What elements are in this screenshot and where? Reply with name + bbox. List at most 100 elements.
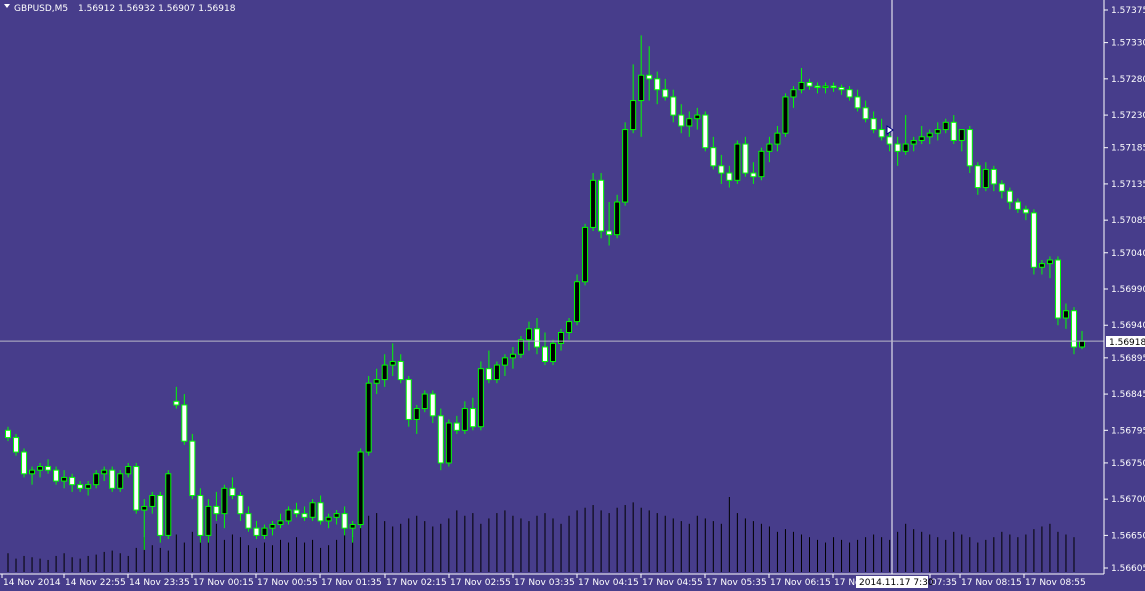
candle-body-bear	[998, 183, 1005, 192]
candle-body-bear	[181, 404, 188, 442]
candle-body-bull	[590, 179, 597, 228]
candle-body-bear	[542, 346, 548, 362]
candle-body-bull	[782, 96, 789, 134]
symbol-dropdown-icon[interactable]	[4, 4, 10, 8]
candle-body-bear	[598, 179, 605, 232]
candle-body-bear	[1006, 190, 1013, 203]
candle-body-bear	[405, 379, 412, 420]
candle-body-bull	[221, 487, 228, 515]
candle-body-bull	[790, 89, 797, 98]
price-tick-label: 1.57040	[1111, 249, 1145, 259]
candle-body-bear	[966, 129, 973, 167]
time-tick-label: 14 Nov 23:35	[129, 578, 190, 588]
price-tick-label: 1.56700	[1111, 495, 1145, 505]
price-tick-label: 1.57230	[1111, 111, 1145, 121]
candle-body-bull	[1038, 263, 1045, 268]
candle-body-bear	[133, 466, 140, 511]
candle-body-bull	[461, 408, 468, 431]
candle-body-bear	[213, 505, 220, 515]
candle-body-bull	[694, 114, 701, 120]
candle-body-bear	[1054, 259, 1061, 319]
candle-body-bull	[205, 505, 212, 536]
candle-body-bull	[445, 422, 452, 464]
candle-body-bull	[934, 129, 941, 134]
candle-body-bear	[990, 168, 997, 185]
candle-body-bull	[926, 132, 933, 138]
candle-body-bear	[1022, 208, 1029, 214]
time-tick-label: 17 Nov 00:55	[257, 578, 318, 588]
candle-body-bear	[173, 400, 180, 406]
time-tick-label: 14 Nov 2014	[3, 578, 61, 588]
candle-body-bear	[606, 230, 613, 236]
candle-body-bull	[477, 368, 484, 428]
candle-body-bull	[357, 451, 364, 526]
candle-body-bear	[854, 96, 861, 109]
candle-body-bear	[750, 172, 757, 178]
price-tick-label: 1.56845	[1111, 390, 1145, 400]
candle-body-bear	[1014, 201, 1021, 210]
candle-body-bear	[245, 513, 252, 529]
candle-body-bull	[61, 476, 68, 482]
time-tick-label: 07:35	[931, 578, 957, 588]
candle-body-bear	[1030, 212, 1037, 268]
candle-body-bull	[798, 81, 805, 91]
candle-body-bear	[710, 147, 717, 167]
time-tick-label: 14 Nov 22:55	[65, 578, 126, 588]
time-tick-label: 17 Nov 02:15	[386, 578, 447, 588]
candle-body-bear	[437, 415, 444, 464]
candle-body-bull	[85, 484, 92, 489]
price-tick-label: 1.57375	[1111, 6, 1145, 16]
candle-body-bull	[117, 473, 124, 489]
candle-body-bull	[902, 143, 909, 152]
candle-body-bull	[582, 226, 589, 283]
candle-body-bull	[37, 466, 44, 471]
candle-body-bear	[718, 165, 725, 174]
ohlc-readout: 1.56912 1.56932 1.56907 1.56918	[78, 4, 236, 14]
crosshair-time-label: 2014.11.17 7:30	[859, 578, 934, 588]
candle-body-bull	[982, 168, 989, 189]
candle-body-bull	[638, 74, 645, 102]
candle-body-bull	[365, 382, 372, 453]
candle-body-bear	[742, 143, 749, 174]
time-tick-label: 17 Nov 03:35	[514, 578, 575, 588]
candle-body-bull	[261, 527, 268, 536]
time-tick-label: 17 Nov 04:15	[578, 578, 639, 588]
candle-body-bull	[574, 281, 581, 323]
candle-body-bear	[894, 143, 901, 152]
candle-body-bear	[950, 121, 957, 141]
time-tick-label: 17 No	[834, 578, 861, 588]
time-tick-label: 17 Nov 02:55	[450, 578, 511, 588]
candle-body-bull	[149, 495, 156, 507]
candle-body-bear	[878, 129, 885, 138]
candle-body-bull	[125, 466, 132, 475]
candle-body-bull	[501, 357, 508, 366]
candle-body-bear	[5, 429, 11, 439]
time-tick-label: 17 Nov 01:35	[321, 578, 382, 588]
candle-body-bull	[101, 469, 108, 475]
candle-body-bear	[53, 469, 60, 482]
time-tick-label: 17 Nov 06:15	[770, 578, 831, 588]
candle-body-bear	[77, 484, 84, 489]
candle-body-bull	[517, 339, 524, 355]
candle-body-bear	[109, 469, 116, 489]
candle-body-bull	[277, 520, 284, 526]
candle-body-bull	[269, 524, 276, 529]
candle-body-bear	[453, 422, 460, 431]
candle-body-bull	[766, 143, 773, 152]
candle-body-bear	[1070, 310, 1077, 348]
candle-body-bear	[293, 509, 300, 515]
crosshair-time-box	[856, 576, 928, 588]
candle-body-bull	[525, 328, 532, 341]
price-tick-label: 1.57135	[1111, 180, 1145, 190]
price-tick-label: 1.56990	[1111, 285, 1145, 295]
candle-body-bull	[918, 136, 925, 141]
candle-body-bull	[493, 364, 500, 381]
candle-body-bear	[237, 495, 244, 515]
price-tick-label: 1.56795	[1111, 426, 1145, 436]
candle-body-bull	[165, 473, 172, 536]
time-tick-label: 17 Nov 00:15	[193, 578, 254, 588]
candle-body-bull	[558, 331, 565, 344]
price-tick-label: 1.56605	[1111, 564, 1145, 574]
